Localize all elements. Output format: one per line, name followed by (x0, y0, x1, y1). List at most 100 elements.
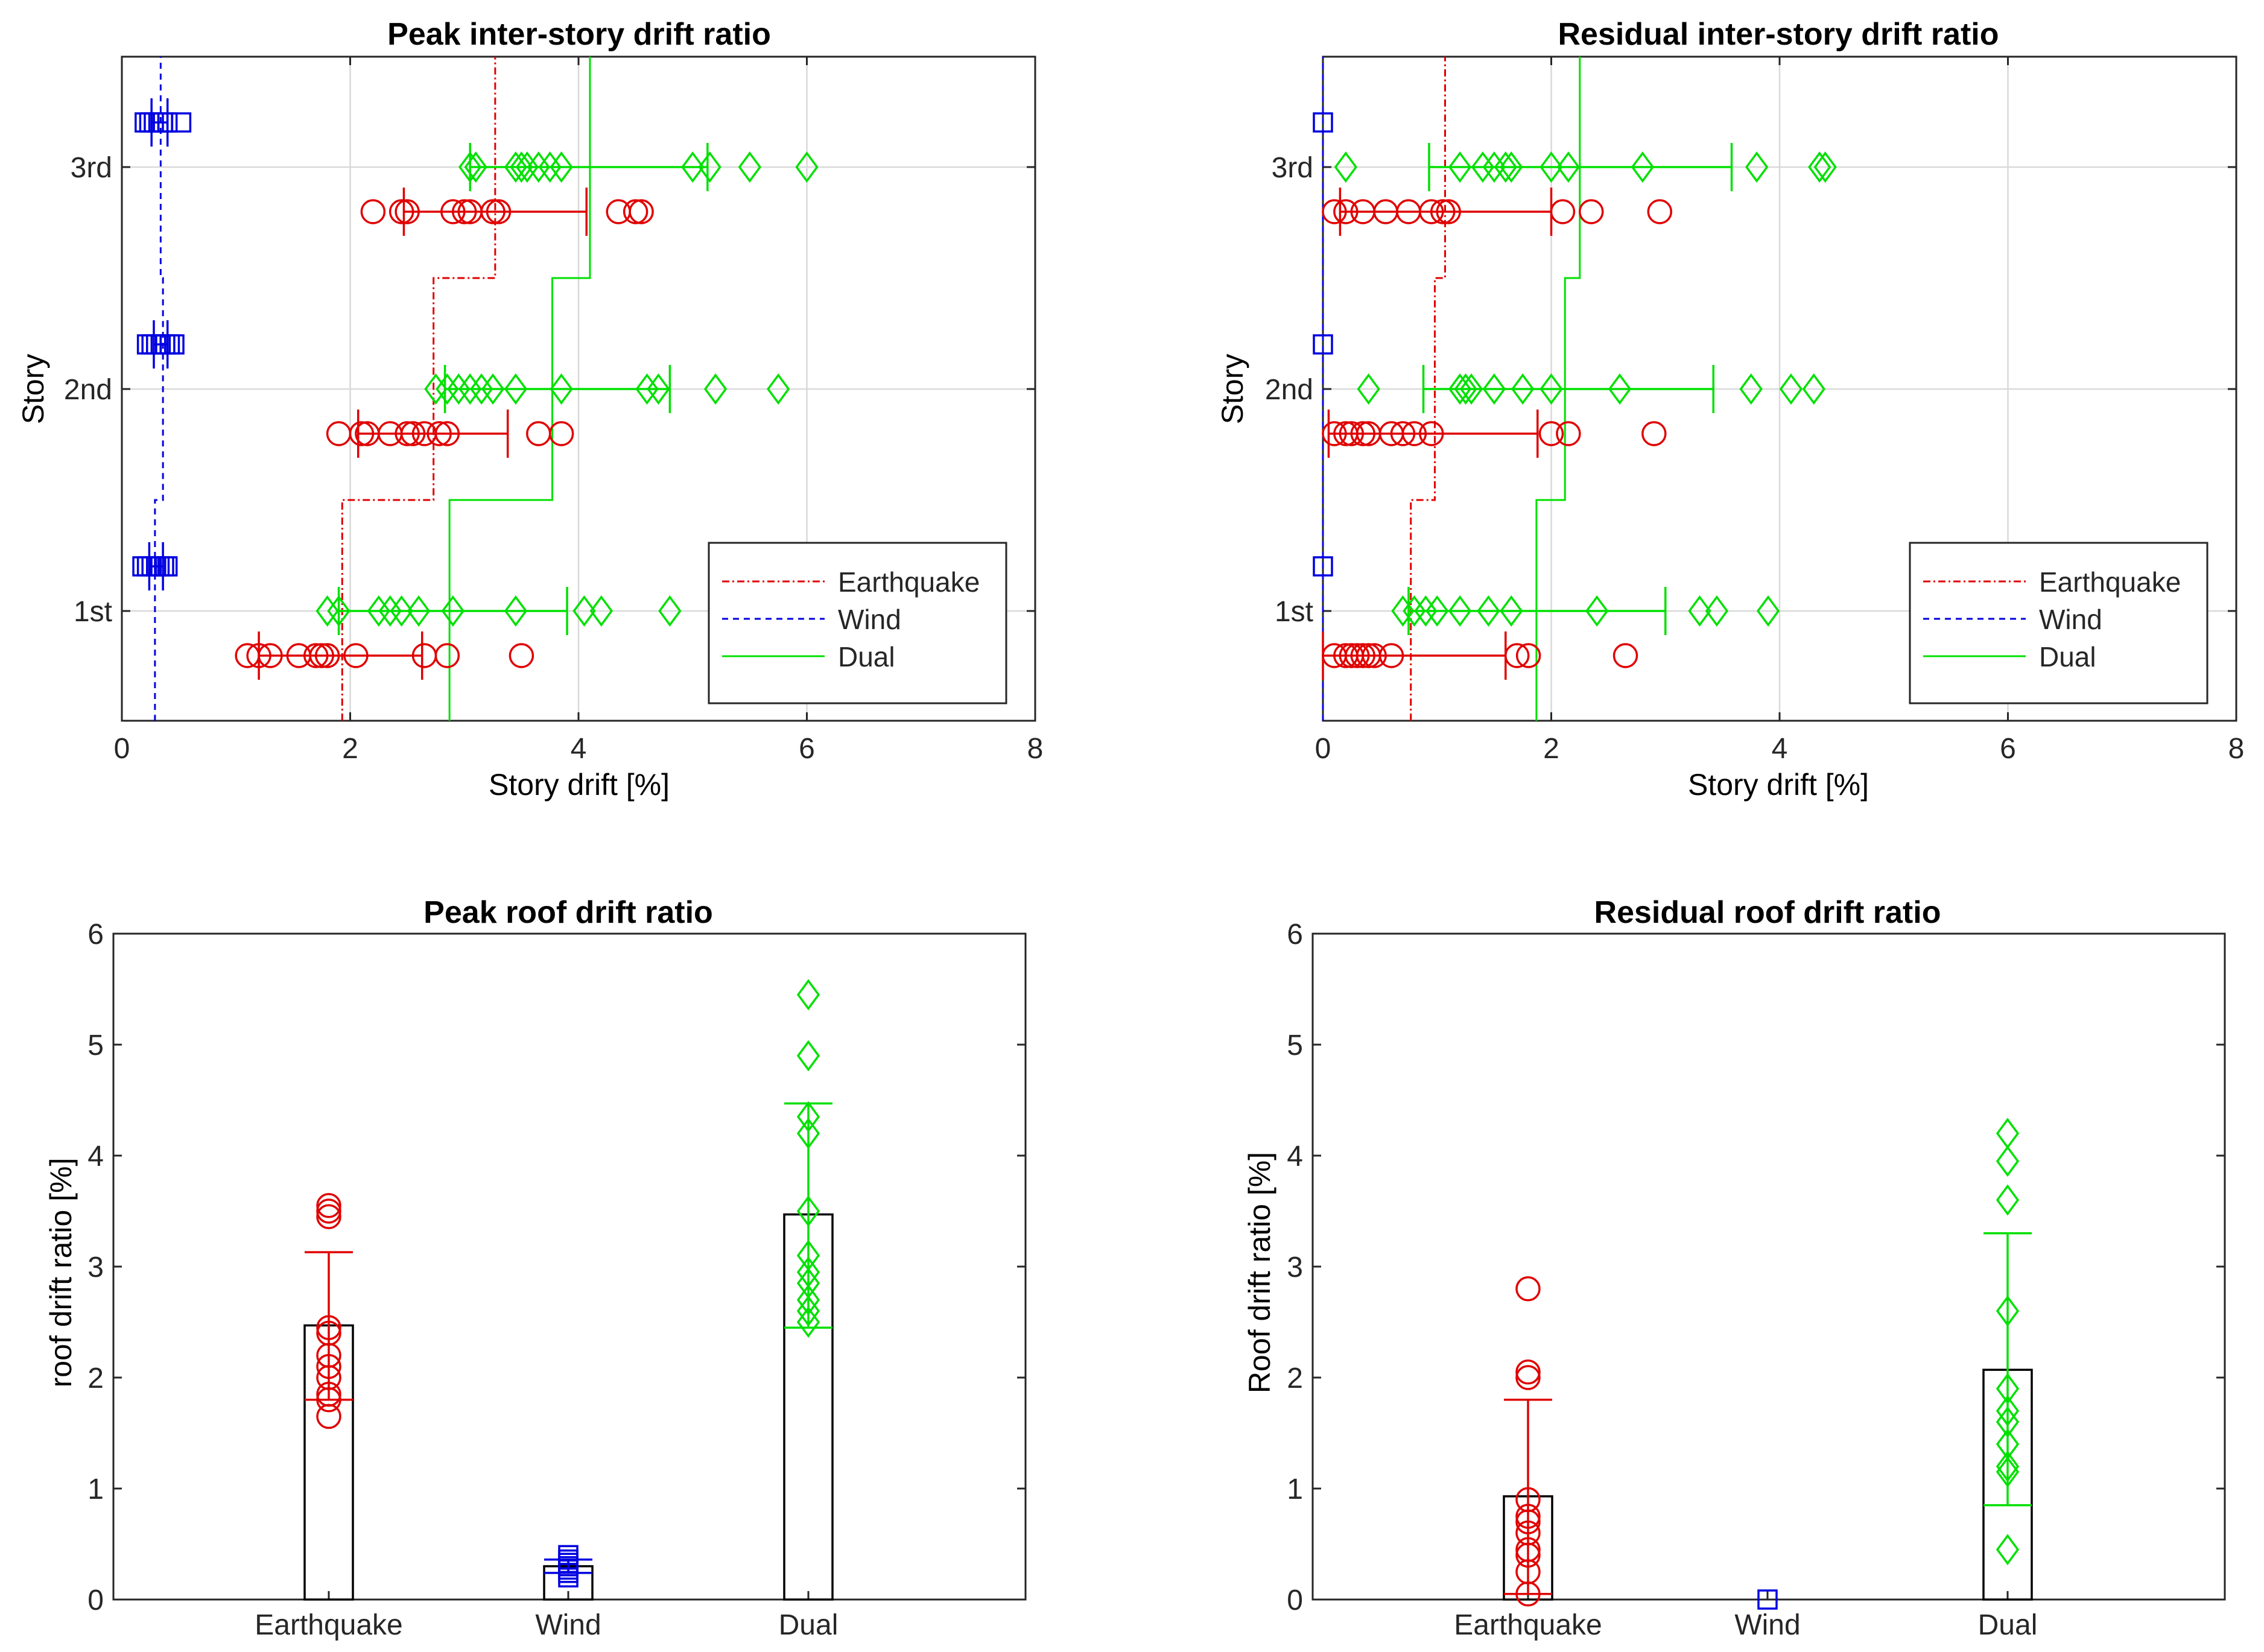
point-earthquake (623, 199, 648, 224)
point-earthquake (1515, 643, 1541, 668)
point-earthquake (509, 643, 534, 668)
point-earthquake (1362, 643, 1387, 668)
x-tick-label: 2 (1543, 733, 1559, 765)
point-earthquake (1345, 643, 1370, 668)
point-earthquake (388, 199, 414, 224)
point-dual (1996, 1118, 2020, 1150)
point-dual (538, 151, 562, 183)
point-dual (515, 151, 539, 183)
point-dual (1996, 1534, 2020, 1566)
point-dual (1996, 1456, 2020, 1488)
point-wind (1313, 112, 1333, 133)
y-tick-label: 4 (1287, 1141, 1303, 1173)
point-earthquake (1350, 643, 1375, 668)
xlabel-residual-interstory: Story drift [%] (1688, 768, 1869, 802)
point-dual (1996, 1184, 2020, 1216)
legend-box (708, 542, 1007, 704)
point-dual (796, 1295, 820, 1327)
point-earthquake (1647, 199, 1673, 224)
point-dual (1425, 595, 1449, 627)
point-earthquake (314, 643, 340, 668)
panel-residual-roof: 0 1 2 3 4 5 6 Earthquake Wind Dual (1287, 919, 2226, 1641)
point-earthquake (316, 1204, 341, 1229)
legend-label-earthquake: Earthquake (2039, 566, 2181, 598)
stairs-earthquake (341, 57, 496, 721)
legend-box (1909, 542, 2209, 704)
point-dual (1688, 595, 1711, 627)
plot-frame (112, 932, 1027, 1601)
panel-peak-roof: 0 1 2 3 4 5 6 Earthquake Wind Dual (87, 919, 1027, 1641)
point-earthquake (316, 1353, 341, 1379)
y-tick-label: 3rd (1272, 152, 1313, 184)
legend-label-dual: Dual (838, 641, 895, 673)
point-dual (647, 373, 670, 405)
point-dual (1494, 151, 1517, 183)
ylabel-peak-interstory: Story (16, 354, 50, 425)
point-dual (1414, 595, 1438, 627)
point-dual (796, 1040, 820, 1072)
point-earthquake (343, 643, 369, 668)
legend-label-dual: Dual (2039, 641, 2096, 673)
point-dual (1745, 151, 1769, 183)
point-dual (550, 151, 573, 183)
point-dual (1705, 595, 1729, 627)
panel-residual-interstory: 0 2 4 6 8 1st 2nd 3rd Earthquake Wind Dual (1265, 55, 2244, 765)
x-tick-label: 4 (1772, 733, 1788, 765)
x-tick-label: Wind (1734, 1609, 1800, 1641)
point-dual (1802, 373, 1825, 405)
point-earthquake (395, 421, 420, 446)
point-dual (1585, 595, 1609, 627)
point-earthquake (316, 1320, 341, 1346)
point-earthquake (1515, 1365, 1541, 1390)
x-tick-label: Dual (1978, 1609, 2038, 1641)
point-wind (558, 1545, 579, 1566)
point-earthquake (309, 643, 334, 668)
point-dual (504, 373, 528, 405)
point-dual (589, 595, 614, 627)
x-tick-label: Earthquake (255, 1609, 403, 1641)
point-dual (1996, 1451, 2020, 1483)
point-dual (703, 373, 728, 405)
point-earthquake (526, 421, 551, 446)
point-dual (527, 151, 550, 183)
legend-label-wind: Wind (838, 604, 901, 635)
point-earthquake (400, 421, 426, 446)
point-dual (796, 1267, 820, 1299)
point-dual (458, 151, 482, 183)
x-tick-label: Earthquake (1454, 1609, 1602, 1641)
point-dual (510, 151, 533, 183)
point-dual (1454, 373, 1477, 405)
point-earthquake (316, 1381, 341, 1407)
point-dual (327, 595, 350, 627)
point-earthquake (440, 199, 466, 224)
point-wind (1313, 556, 1333, 577)
x-tick-label: 4 (571, 733, 587, 765)
point-dual (1808, 151, 1831, 183)
y-tick-label: 1 (87, 1473, 104, 1505)
point-dual (796, 1195, 820, 1227)
point-dual (795, 151, 819, 183)
point-dual (1448, 373, 1472, 405)
point-dual (1779, 373, 1803, 405)
point-dual (1448, 151, 1472, 183)
point-wind (157, 556, 178, 577)
point-earthquake (1430, 199, 1456, 224)
y-tick-label: 6 (1287, 919, 1303, 951)
point-earthquake (1322, 421, 1347, 446)
point-dual (1556, 151, 1581, 183)
point-earthquake (246, 643, 271, 668)
y-tick-label: 5 (87, 1030, 104, 1062)
point-dual (1500, 151, 1523, 183)
point-earthquake (1378, 643, 1404, 668)
point-earthquake (1515, 1276, 1541, 1302)
y-tick-label: 3rd (71, 152, 112, 184)
point-dual (464, 151, 487, 183)
y-tick-label: 2 (87, 1362, 104, 1394)
point-earthquake (1419, 421, 1444, 446)
point-dual (1539, 151, 1563, 183)
point-dual (1996, 1428, 2020, 1460)
point-earthquake (349, 421, 375, 446)
point-earthquake (316, 1193, 341, 1218)
point-dual (424, 373, 448, 405)
